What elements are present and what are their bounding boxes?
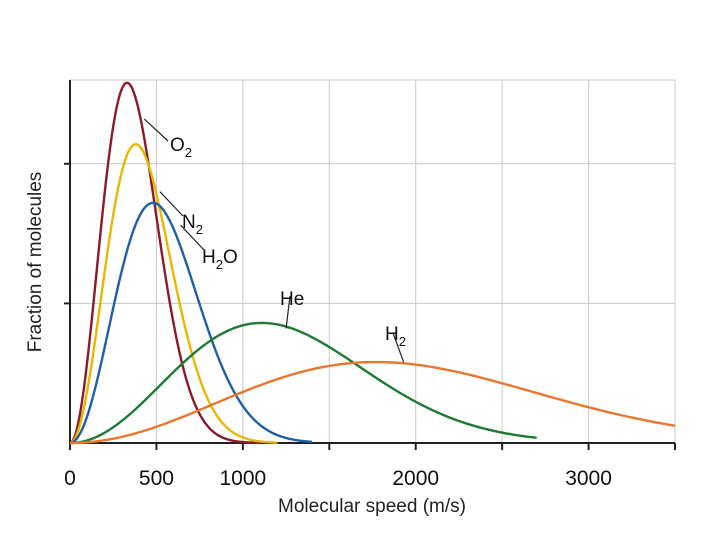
series-label-he: He	[280, 289, 304, 310]
leader-line-h2o	[180, 224, 205, 251]
tick-labels: 0 500 1000 2000 3000	[64, 467, 612, 490]
series-label-h2o: H2O	[202, 247, 238, 272]
leader-line-he	[285, 295, 291, 329]
series-line-h2	[69, 360, 676, 445]
series-line-he	[69, 321, 537, 445]
series-labels: O2 N2 H2O He H2	[143, 118, 406, 363]
leader-line-n2	[159, 191, 184, 217]
x-tick-label-0: 0	[64, 467, 76, 490]
y-axis-title: Fraction of molecules	[25, 172, 46, 353]
x-tick-label-2000: 2000	[392, 467, 439, 490]
series-label-o2: O2	[170, 135, 192, 160]
x-tick-label-500: 500	[139, 467, 174, 490]
leader-line-o2	[143, 118, 169, 142]
curves-layer	[69, 81, 676, 445]
series-line-o2	[69, 81, 261, 445]
series-line-n2	[69, 143, 278, 445]
x-tick-label-1000: 1000	[219, 467, 266, 490]
series-label-h2: H2	[385, 324, 406, 349]
x-axis-title: Molecular speed (m/s)	[278, 496, 466, 517]
leader-line-h2	[392, 332, 405, 363]
x-tick-label-3000: 3000	[565, 467, 612, 490]
axes-layer	[64, 80, 676, 450]
series-line-h2o	[69, 201, 313, 445]
series-label-n2: N2	[182, 212, 203, 237]
grid-layer	[70, 79, 676, 443]
